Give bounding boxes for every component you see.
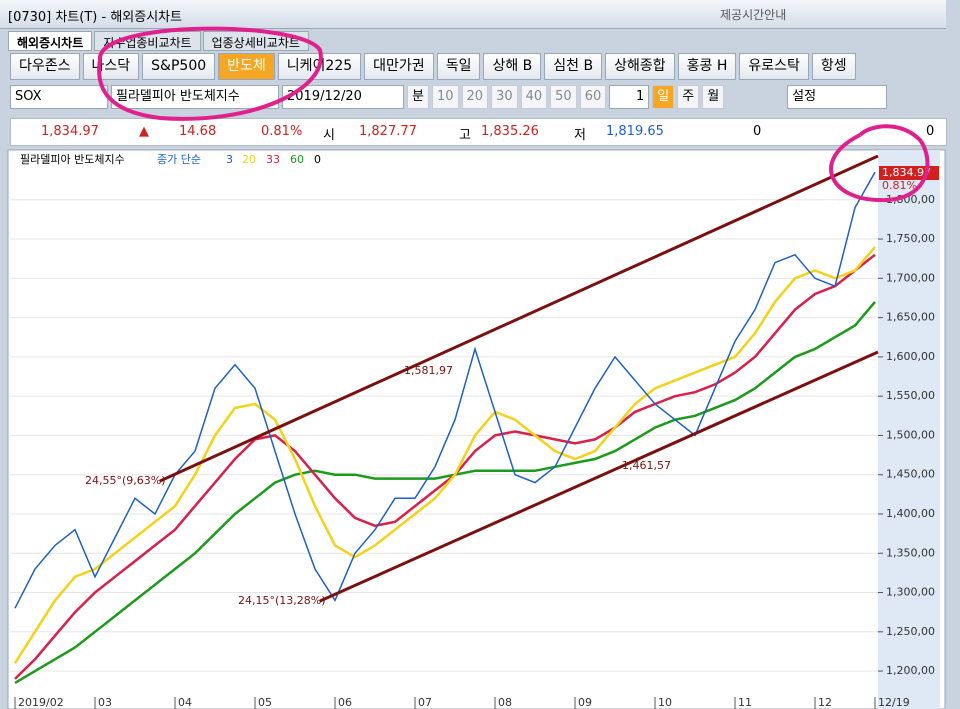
rate: 0.81% (261, 124, 303, 139)
y-axis-panel (878, 150, 940, 709)
tab[interactable]: 지수업종비교차트 (94, 31, 201, 51)
index-button[interactable]: 반도체 (218, 53, 275, 80)
index-button[interactable]: 니케이225 (277, 53, 362, 80)
x-tick-label: 06 (338, 696, 352, 709)
annotation: 24,55°(9,63%) (85, 474, 166, 487)
index-button[interactable]: 유로스탁 (739, 53, 809, 80)
open-label: 시 (323, 128, 335, 143)
index-button[interactable]: 상해 B (483, 53, 542, 80)
high: 1,835.26 (481, 124, 539, 139)
chart-panel (7, 149, 946, 709)
x-tick-label: 07 (418, 696, 432, 709)
x-tick-label: 03 (98, 696, 112, 709)
volume: 0 (753, 124, 762, 139)
legend-entry: 0 (314, 153, 321, 166)
y-tick-label: 1,800,00 (886, 193, 935, 206)
rate-tag: 0.81% (882, 179, 917, 192)
legend-entry: 20 (242, 153, 256, 166)
y-tick-label: 1,700,00 (886, 271, 935, 284)
name-field: 필라델피아 반도체지수 (111, 85, 279, 109)
low-label: 저 (574, 128, 586, 143)
chart-title: 필라델피아 반도체지수 (20, 153, 125, 166)
count-input[interactable]: 1 (609, 85, 650, 109)
legend-entry: 3 (226, 153, 233, 166)
y-tick-label: 1,400,00 (886, 507, 935, 520)
x-tick-label: 08 (498, 696, 512, 709)
toolbar: SOX 필라델피아 반도체지수 2019/12/20 분 10 20 30 40 50 6… (10, 85, 888, 109)
tab[interactable]: 해외증시차트 (8, 31, 93, 51)
index-button[interactable]: 나스닥 (82, 53, 140, 80)
x-tick-label: 12/19 (878, 696, 910, 709)
y-tick-label: 1,200,00 (886, 664, 935, 677)
settings-button[interactable]: 설정 (787, 85, 888, 109)
high-label: 고 (459, 128, 471, 143)
period-button[interactable]: 40 (520, 85, 548, 109)
x-tick-label: 09 (578, 696, 592, 709)
period-button[interactable]: 30 (491, 85, 518, 109)
index-button[interactable]: 다우존스 (10, 53, 80, 80)
index-button[interactable]: 항셍 (811, 53, 856, 80)
y-tick-label: 1,550,00 (886, 389, 935, 402)
index-button[interactable]: 독일 (436, 53, 481, 80)
y-tick-label: 1,250,00 (886, 625, 935, 638)
period-button[interactable]: 60 (579, 85, 607, 109)
tab[interactable]: 업종상세비교차트 (202, 31, 309, 51)
title-bar: [0730] 차트(T) - 해외증시차트 제공시간안내 (0, 0, 946, 29)
week-button[interactable]: 주 (677, 85, 700, 109)
x-tick-label: 04 (178, 696, 192, 709)
index-buttons: 다우존스 나스닥 S&P500 반도체 니케이225 대만가권 독일 상해 B 심천 B 상해종합… (10, 53, 856, 80)
price-tag (879, 166, 939, 180)
index-button[interactable]: 심천 B (544, 53, 603, 80)
legend-entry: 33 (266, 153, 280, 166)
x-tick-label: 05 (258, 696, 272, 709)
series-line (14, 171, 876, 609)
price-tag-label: 1,834.97 (882, 166, 931, 179)
open: 1,827.77 (359, 124, 417, 139)
y-tick-label: 1,750,00 (886, 232, 935, 245)
code-input[interactable]: SOX (10, 85, 108, 109)
day-button[interactable]: 일 (652, 85, 675, 109)
periods: 10 20 30 40 50 60 (431, 85, 607, 109)
series-line (14, 301, 876, 684)
index-button[interactable]: 대만가권 (364, 53, 434, 80)
series-line (13, 246, 876, 664)
y-tick-label: 1,600,00 (886, 350, 935, 363)
period-button[interactable]: 50 (550, 85, 577, 109)
y-tick-label: 1,500,00 (886, 428, 935, 441)
date-input[interactable]: 2019/12/20 (282, 85, 404, 109)
y-tick-label: 1,350,00 (886, 546, 935, 559)
x-tick-label: 11 (738, 696, 752, 709)
window-title: [0730] 차트(T) - 해외증시차트 (8, 10, 183, 25)
tabs: 해외증시차트 지수업종비교차트 업종상세비교차트 (8, 31, 311, 51)
x-tick-label: 12 (818, 696, 832, 709)
chart-subtitle: 종가 단순 (157, 153, 201, 166)
channel-upper (159, 154, 879, 483)
index-button[interactable]: 상해종합 (605, 53, 675, 80)
price: 1,834.97 (41, 124, 99, 139)
annotation: 1,581,97 (404, 364, 453, 377)
x-tick-label: 10 (658, 696, 672, 709)
index-button[interactable]: S&P500 (142, 53, 216, 80)
x-tick-label: 2019/02 (18, 696, 64, 709)
month-button[interactable]: 월 (702, 85, 725, 109)
period-button[interactable]: 10 (431, 85, 459, 109)
change: 14.68 (179, 124, 217, 139)
annotation: 24,15°(13,28%) (238, 594, 326, 607)
series-line (14, 253, 876, 680)
help-link[interactable]: 제공시간안내 (720, 8, 787, 22)
arrow: ▲ (139, 124, 149, 139)
legend-entry: 60 (290, 153, 304, 166)
y-tick-label: 1,650,00 (886, 311, 935, 324)
annotation: 1,461,57 (622, 459, 671, 472)
index-button[interactable]: 홍콩 H (677, 53, 737, 80)
volume-change: 0 (926, 124, 935, 139)
low: 1,819.65 (606, 124, 664, 139)
unit-button[interactable]: 분 (407, 85, 429, 109)
y-tick-label: 1,300,00 (886, 586, 935, 599)
channel-lower (319, 350, 879, 603)
quote-bar: 1,834.97 ▲ 14.68 0.81% 시 1,827.77 고 1,83… (10, 118, 947, 146)
y-tick-label: 1,450,00 (886, 468, 935, 481)
period-button[interactable]: 20 (461, 85, 489, 109)
